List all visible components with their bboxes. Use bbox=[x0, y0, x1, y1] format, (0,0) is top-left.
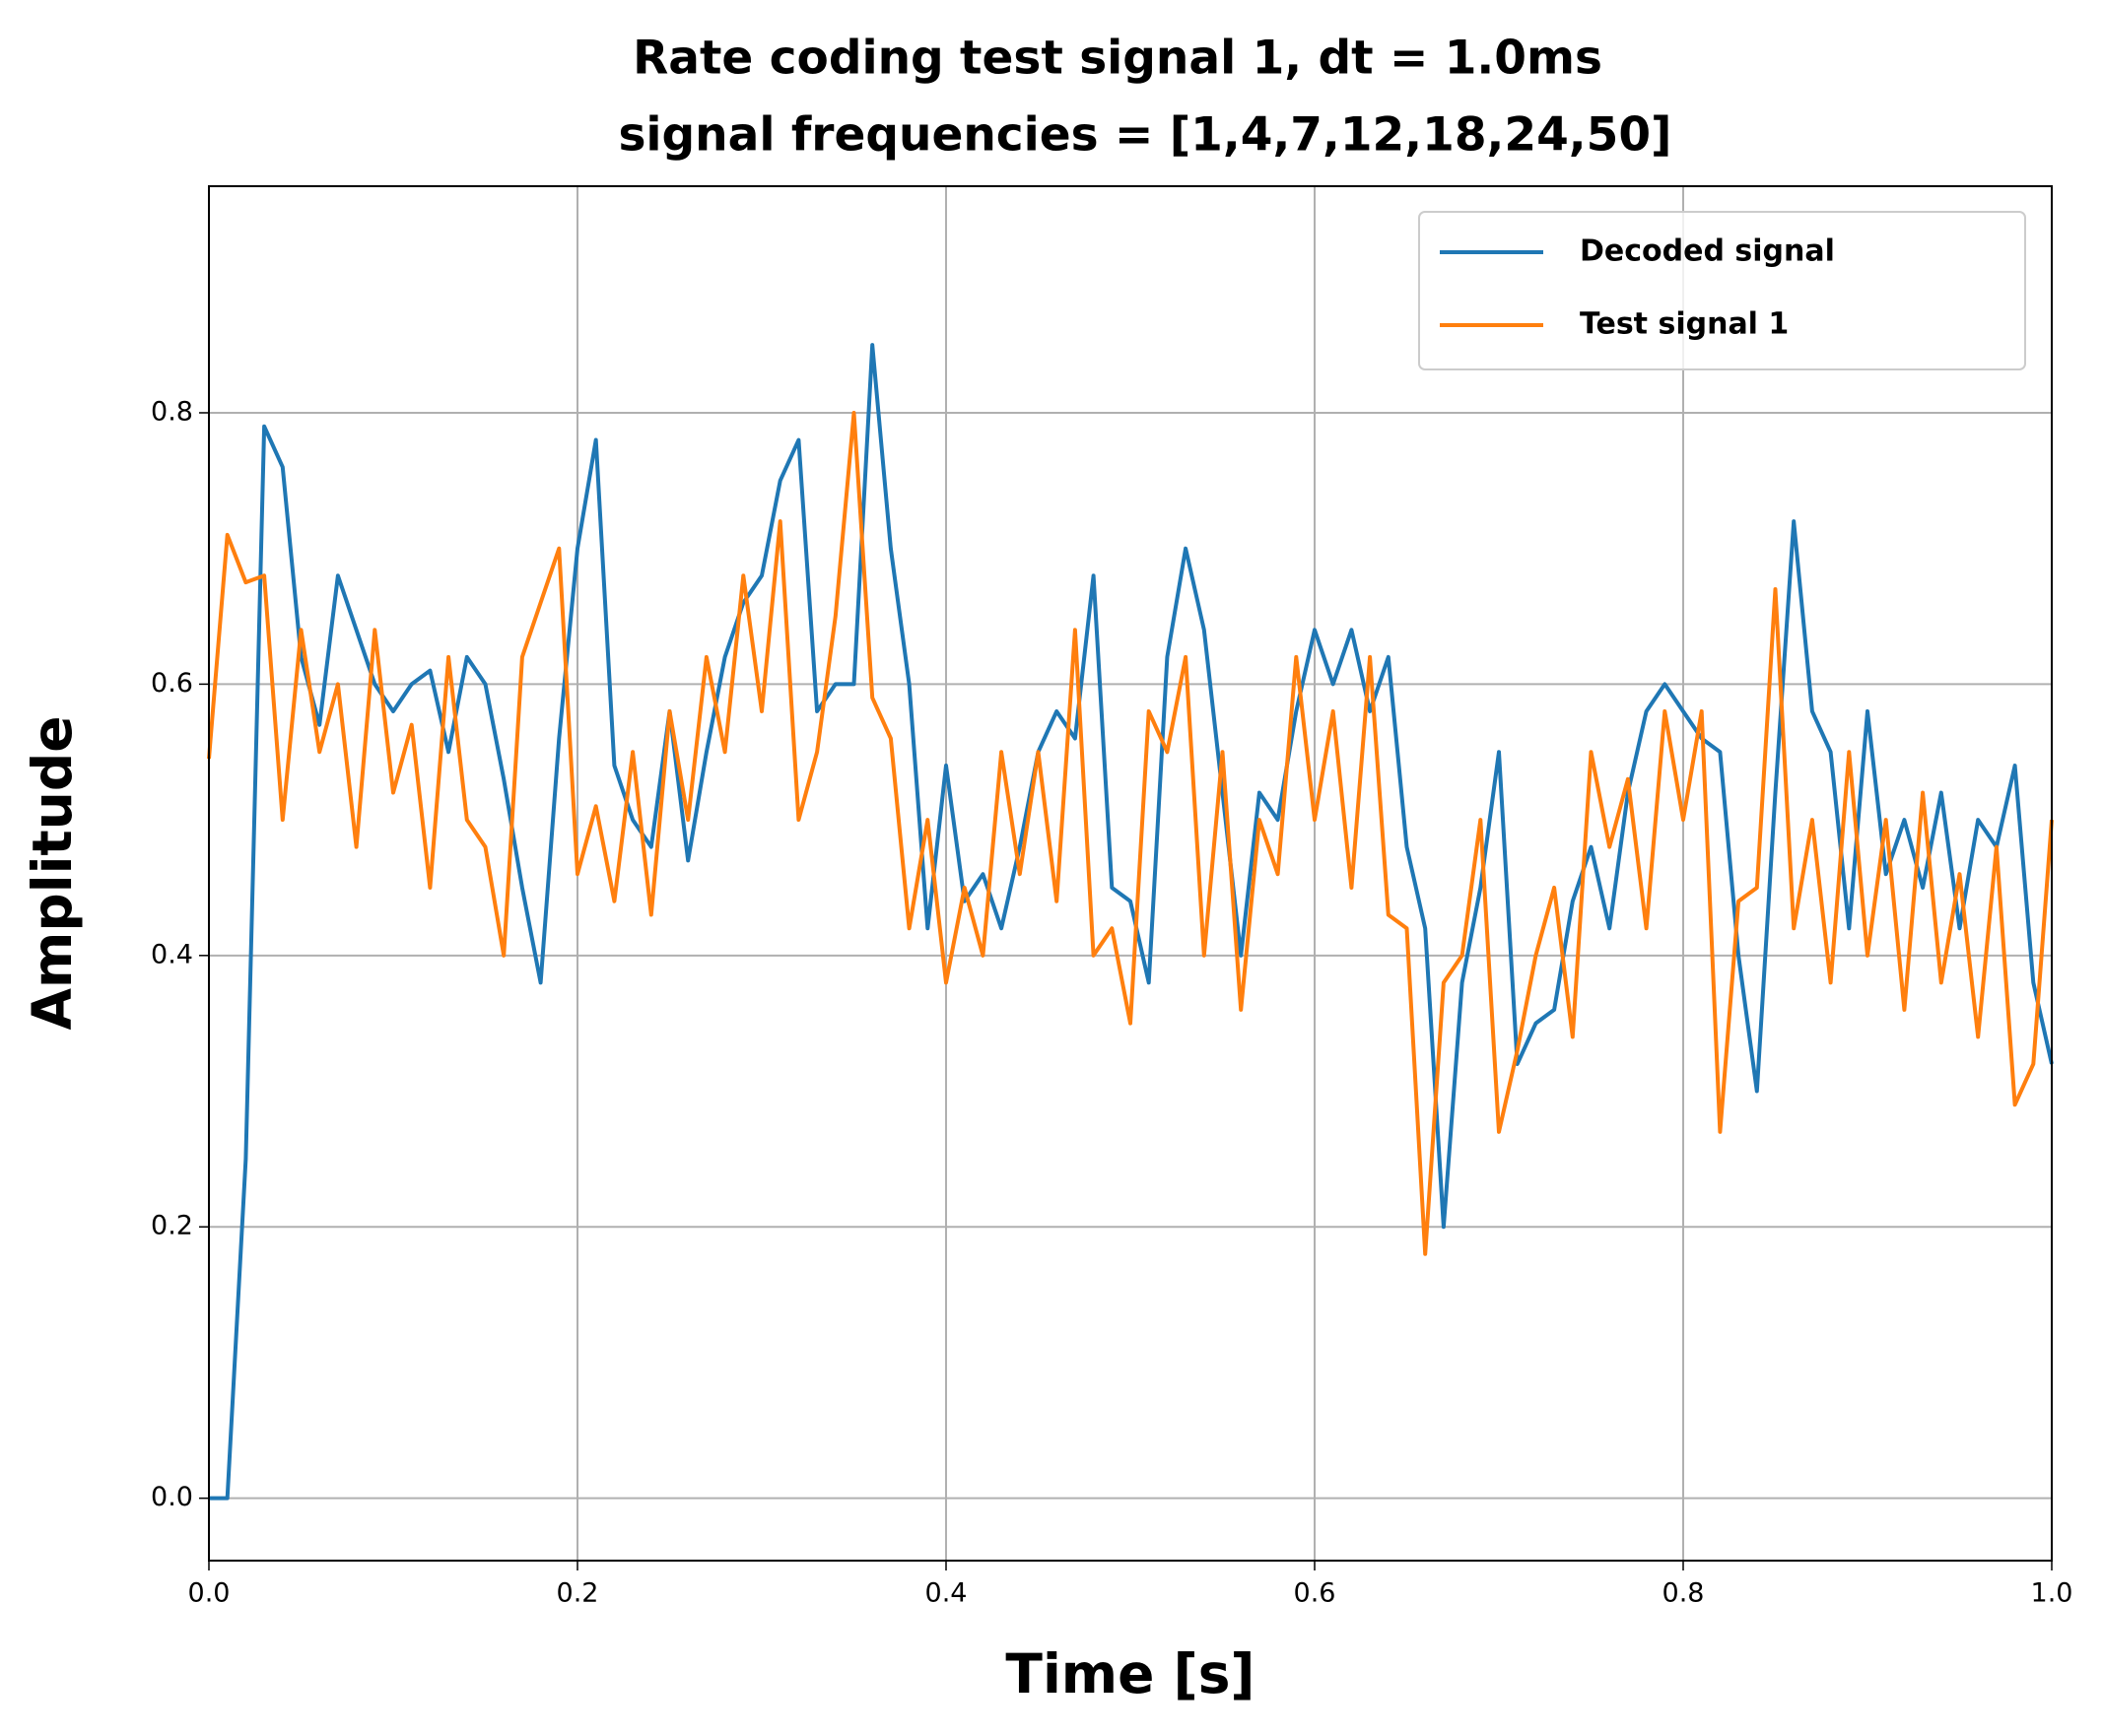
data-line bbox=[209, 343, 2054, 1501]
data-line bbox=[207, 410, 2054, 1256]
y-tick-label: 0.2 bbox=[151, 1211, 193, 1241]
legend-box bbox=[1418, 211, 2026, 370]
y-axis-label: Amplitude bbox=[21, 715, 84, 1030]
legend-label: Test signal 1 bbox=[1580, 307, 1789, 342]
y-tick-label: 0.4 bbox=[151, 939, 193, 969]
x-tick-label: 0.6 bbox=[1294, 1578, 1336, 1609]
x-tick-label: 0.0 bbox=[188, 1578, 231, 1609]
x-tick-label: 1.0 bbox=[2031, 1578, 2073, 1609]
chart-title: Rate coding test signal 1, dt = 1.0ms bbox=[633, 32, 1602, 86]
x-tick-label: 0.2 bbox=[557, 1578, 599, 1609]
y-tick-label: 0.0 bbox=[151, 1482, 193, 1512]
x-tick-label: 0.8 bbox=[1662, 1578, 1705, 1609]
x-axis-label: Time [s] bbox=[1005, 1642, 1255, 1705]
chart-subtitle: signal frequencies = [1,4,7,12,18,24,50] bbox=[618, 108, 1671, 163]
y-tick-label: 0.6 bbox=[151, 668, 193, 699]
y-tick-label: 0.8 bbox=[151, 396, 193, 427]
legend-label: Decoded signal bbox=[1580, 234, 1835, 269]
plot-frame bbox=[208, 185, 2053, 1562]
x-tick-label: 0.4 bbox=[925, 1578, 968, 1609]
